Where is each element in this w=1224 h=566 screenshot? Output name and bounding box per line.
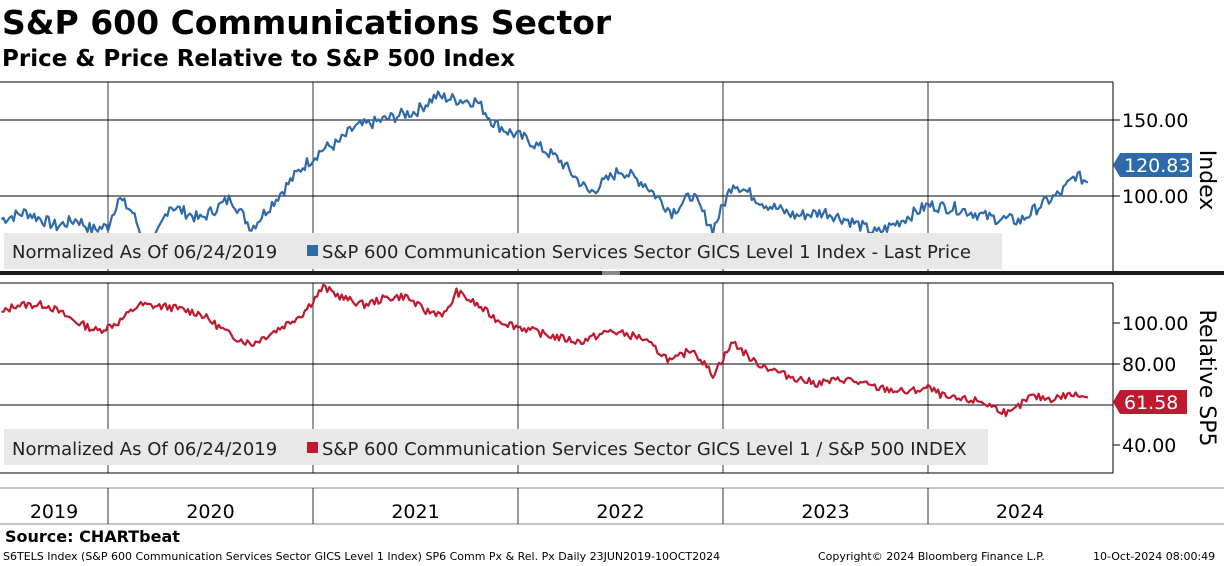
bottom-legend-series: S&P 600 Communication Services Sector GI… xyxy=(322,439,967,460)
index-price-line xyxy=(0,90,1089,259)
x-tick-label-2024: 2024 xyxy=(996,501,1044,523)
relative-last-value-tag xyxy=(1113,390,1187,414)
bottom-ytick-100: 100.00 xyxy=(1122,313,1188,335)
bottom-panel: Normalized As Of 06/24/2019 S&P 600 Comm… xyxy=(0,282,1219,474)
relative-last-value: 61.58 xyxy=(1124,392,1178,414)
index-last-value-tag xyxy=(1113,153,1192,177)
bottom-ytick-80: 80.00 xyxy=(1122,354,1176,376)
source-note: Source: CHARTbeat xyxy=(5,527,180,546)
bottom-legend-prefix: Normalized As Of 06/24/2019 xyxy=(12,439,277,460)
top-ytick-150: 150.00 xyxy=(1122,110,1188,132)
footer-copyright: Copyright© 2024 Bloomberg Finance L.P. xyxy=(818,550,1045,563)
bottom-legend-box xyxy=(4,429,988,465)
x-tick-label-2019: 2019 xyxy=(30,501,78,523)
bottom-ytick-40: 40.00 xyxy=(1122,435,1176,457)
bottom-legend-swatch xyxy=(307,442,318,453)
relative-price-line xyxy=(1,283,1089,418)
top-legend-box xyxy=(4,233,1002,269)
top-legend-prefix: Normalized As Of 06/24/2019 xyxy=(12,242,277,263)
top-legend-series: S&P 600 Communication Services Sector GI… xyxy=(322,242,971,263)
footer-description: S6TELS Index (S&P 600 Communication Serv… xyxy=(3,550,721,563)
x-tick-label-2022: 2022 xyxy=(596,501,644,523)
top-ytick-100: 100.00 xyxy=(1122,186,1188,208)
x-tick-label-2021: 2021 xyxy=(391,501,439,523)
index-last-value: 120.83 xyxy=(1124,155,1190,177)
x-tick-label-2020: 2020 xyxy=(186,501,234,523)
x-tick-label-2023: 2023 xyxy=(801,501,849,523)
top-panel: Normalized As Of 06/24/2019 S&P 600 Comm… xyxy=(0,81,1219,272)
top-legend-swatch xyxy=(307,245,318,256)
x-axis: 2019 2020 2021 2022 2023 2024 xyxy=(0,487,1224,525)
chart-subtitle: Price & Price Relative to S&P 500 Index xyxy=(2,46,516,72)
bottom-ylabel: Relative SP5 xyxy=(1194,310,1219,447)
footer-timestamp: 10-Oct-2024 08:00:49 xyxy=(1093,550,1216,563)
chart-title: S&P 600 Communications Sector xyxy=(2,3,612,42)
top-ylabel: Index xyxy=(1194,150,1219,211)
